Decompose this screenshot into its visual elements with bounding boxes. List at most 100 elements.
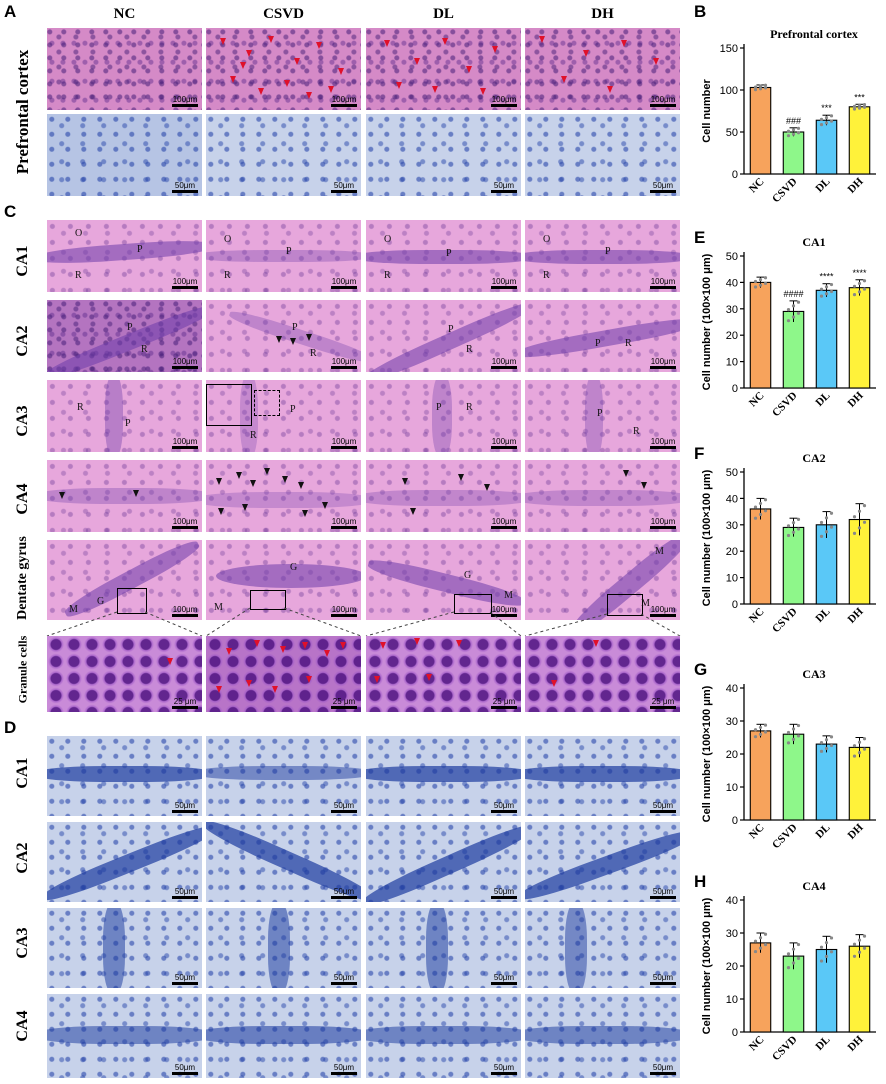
micrograph-ca3-nissl-dl: 50μm	[366, 908, 521, 988]
data-point	[753, 279, 758, 284]
region-label: R	[141, 344, 148, 355]
data-point	[791, 132, 796, 136]
micrograph-ca1-he-nc: O P R 100μm	[47, 220, 202, 292]
significance-label: ****	[852, 268, 867, 278]
scale-bar: 100μm	[491, 517, 517, 529]
data-point	[796, 300, 801, 304]
scale-bar: 100μm	[172, 437, 198, 449]
data-point	[819, 520, 824, 525]
scale-bar: 50μm	[491, 801, 517, 813]
scale-bar: 50μm	[172, 1063, 198, 1075]
x-tick-label: DH	[845, 821, 865, 841]
data-point	[758, 84, 763, 88]
x-tick-label: DH	[845, 605, 865, 625]
region-label: G	[464, 570, 472, 581]
data-point	[824, 285, 829, 289]
data-point	[758, 501, 763, 506]
y-tick-label: 100	[720, 85, 738, 97]
panel-letter-f: F	[694, 444, 705, 463]
data-point	[824, 954, 829, 959]
y-tick-label: 0	[732, 1027, 738, 1039]
data-point	[796, 527, 801, 531]
data-point	[791, 530, 796, 534]
bar-csvd	[782, 310, 805, 389]
scale-bar: 100μm	[491, 605, 517, 617]
data-point	[829, 525, 834, 529]
scale-bar: 50μm	[331, 801, 357, 813]
data-point	[857, 509, 862, 513]
region-label: R	[250, 430, 257, 441]
panel-letter-b: B	[694, 2, 707, 21]
bar-chart-ca3: CA3 Cell number (100×100 μm) 0 10 20 30 40 NC CS…	[701, 667, 876, 851]
data-point	[852, 293, 857, 297]
micrograph-ca3-nissl-dh: 50μm	[525, 908, 680, 988]
significance-label: ###	[786, 116, 801, 126]
data-point	[852, 104, 857, 108]
data-point	[791, 737, 796, 741]
bar-csvd	[782, 526, 805, 605]
bar-chart-prefrontal: Prefrontal cortex Cell number 0 50 100 150 NC #…	[701, 27, 876, 205]
scale-bar: 25 μm	[172, 697, 198, 709]
y-tick-label: 150	[720, 43, 738, 55]
micrograph-ca4-he-nc: 100μm	[47, 460, 202, 532]
scale-bar: 50μm	[650, 973, 676, 985]
micrograph-ca4-nissl-dl: 50μm	[366, 994, 521, 1078]
data-point	[819, 294, 824, 298]
region-label: R	[310, 348, 317, 359]
micrograph-ca3-he-dl: P R 100μm	[366, 380, 521, 452]
data-point	[819, 741, 824, 745]
panel-letter-g: G	[694, 660, 708, 679]
data-point	[763, 723, 768, 727]
panel-letter-a: A	[4, 2, 17, 21]
scale-bar: 100μm	[172, 357, 198, 369]
data-point	[786, 952, 791, 956]
data-point	[763, 943, 768, 947]
data-point	[753, 505, 758, 509]
data-point	[763, 509, 768, 513]
scale-bar: 100μm	[172, 277, 198, 289]
x-tick-label: NC	[747, 176, 767, 196]
scale-bar: 50μm	[172, 181, 198, 193]
data-point	[758, 946, 763, 950]
y-tick-label: 40	[726, 683, 738, 695]
bar-chart-ca2: CA2 Cell number (100×100 μm) 0 10 20 30 40 50 NC…	[701, 451, 876, 635]
scale-bar: 100μm	[331, 357, 357, 369]
region-label: M	[641, 598, 650, 609]
data-point	[857, 750, 862, 755]
micrograph-ca3-nissl-csvd: 50μm	[206, 908, 361, 988]
y-tick-label: 40	[726, 895, 738, 907]
data-point	[819, 749, 824, 753]
y-tick-label: 40	[726, 493, 738, 505]
micrograph-ca4-he-csvd: 100μm	[206, 460, 361, 532]
micrograph-ca2-he-nc: P R 100μm	[47, 300, 202, 372]
scale-bar: 50μm	[491, 181, 517, 193]
chart-title: CA1	[802, 235, 825, 249]
x-tick-label: DH	[845, 175, 865, 195]
y-tick-label: 0	[732, 383, 738, 395]
micrograph-dentate-he-nc: G M 100μm	[47, 540, 202, 620]
data-point	[862, 946, 867, 950]
y-tick-label: 10	[726, 994, 738, 1006]
data-point	[862, 279, 867, 283]
x-tick-label: DL	[813, 822, 832, 841]
data-point	[796, 723, 801, 728]
scale-bar: 50μm	[172, 973, 198, 985]
region-label: P	[286, 246, 292, 257]
data-point	[862, 102, 867, 107]
data-point	[857, 526, 862, 530]
region-label: P	[127, 322, 133, 333]
region-label: G	[97, 596, 105, 607]
region-label: P	[605, 246, 611, 257]
chart-title: CA4	[802, 879, 825, 893]
panel-letter-e: E	[694, 228, 706, 247]
micrograph-dentate-he-dh: M M 100μm	[525, 540, 680, 620]
scale-bar: 50μm	[172, 887, 198, 899]
scale-bar: 100μm	[331, 95, 357, 107]
y-tick-label: 10	[726, 357, 738, 369]
y-tick-label: 20	[726, 749, 738, 761]
data-point	[852, 531, 857, 535]
bar-csvd	[782, 131, 805, 175]
data-point	[796, 126, 801, 130]
scale-bar: 100μm	[331, 517, 357, 529]
micrograph-granule-csvd: 25 μm	[206, 636, 361, 712]
